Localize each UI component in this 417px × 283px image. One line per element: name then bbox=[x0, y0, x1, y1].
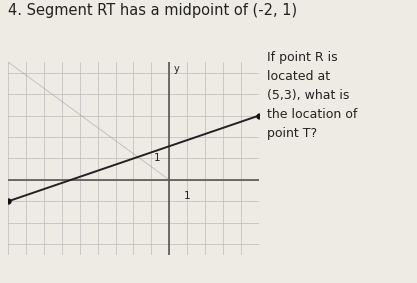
Text: 4. Segment RT has a midpoint of (-2, 1): 4. Segment RT has a midpoint of (-2, 1) bbox=[8, 3, 297, 18]
Text: y: y bbox=[173, 65, 179, 74]
Text: 1: 1 bbox=[184, 190, 191, 201]
Text: 1: 1 bbox=[153, 153, 160, 164]
Text: If point R is
located at
(5,3), what is
the location of
point T?: If point R is located at (5,3), what is … bbox=[267, 51, 357, 140]
